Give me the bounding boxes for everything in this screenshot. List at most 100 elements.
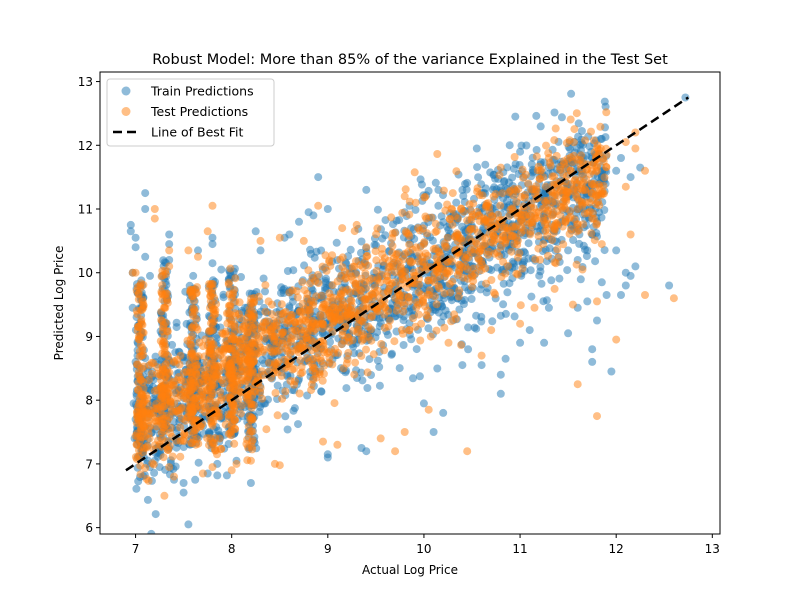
scatter-point (227, 466, 236, 475)
scatter-point (559, 240, 568, 249)
scatter-point (290, 377, 299, 386)
scatter-point (417, 291, 426, 299)
scatter-point (326, 261, 335, 270)
scatter-point (172, 443, 181, 452)
scatter-point (410, 168, 419, 177)
scatter-point (521, 211, 530, 220)
scatter-point (309, 327, 318, 336)
scatter-point (372, 230, 381, 239)
scatter-point (156, 406, 165, 415)
scatter-point (599, 181, 608, 190)
scatter-point (573, 220, 582, 229)
y-tick-label: 7 (85, 457, 93, 471)
scatter-point (384, 268, 393, 277)
scatter-point (596, 122, 605, 131)
scatter-point (126, 220, 135, 229)
scatter-point (288, 310, 297, 319)
scatter-point (224, 344, 232, 353)
scatter-point (375, 381, 384, 390)
scatter-point (517, 223, 526, 232)
scatter-point (519, 173, 528, 182)
scatter-point (526, 266, 535, 275)
scatter-point (477, 266, 486, 275)
scatter-point (160, 491, 169, 500)
scatter-point (574, 119, 583, 128)
scatter-point (577, 127, 586, 135)
scatter-point (132, 440, 141, 449)
scatter-point (346, 245, 355, 254)
scatter-point (579, 178, 588, 187)
scatter-point (432, 326, 441, 335)
scatter-point (373, 205, 382, 214)
scatter-point (381, 303, 390, 312)
scatter-point (217, 393, 226, 402)
scatter-point (259, 274, 268, 283)
scatter-point (433, 364, 442, 373)
scatter-point (189, 271, 198, 280)
scatter-point (273, 381, 282, 390)
scatter-point (205, 346, 214, 355)
scatter-point (518, 264, 527, 273)
scatter-point (320, 348, 329, 357)
scatter-point (537, 279, 546, 288)
scatter-point (314, 173, 323, 182)
scatter-point (268, 300, 276, 309)
scatter-point (231, 274, 240, 283)
scatter-point (496, 201, 505, 210)
x-tick-label: 9 (324, 542, 332, 556)
scatter-point (273, 411, 282, 420)
scatter-point (458, 361, 467, 370)
scatter-point (158, 434, 167, 443)
scatter-point (147, 369, 156, 378)
scatter-point (411, 322, 420, 331)
scatter-point (391, 447, 400, 456)
scatter-point (256, 388, 265, 397)
scatter-point (298, 278, 307, 286)
scatter-point (429, 245, 438, 254)
scatter-point (318, 376, 327, 385)
scatter-point (380, 346, 389, 355)
scatter-point (499, 257, 508, 266)
scatter-point (517, 141, 526, 150)
scatter-point (168, 452, 177, 461)
scatter-point (350, 262, 359, 271)
scatter-point (536, 262, 545, 271)
scatter-point (621, 281, 630, 290)
scatter-point (357, 444, 366, 452)
scatter-point (455, 305, 464, 314)
scatter-point (247, 339, 256, 348)
scatter-point (631, 144, 640, 153)
scatter-point (665, 281, 674, 290)
scatter-point (500, 224, 509, 233)
scatter-point (219, 330, 228, 338)
scatter-point (307, 380, 316, 389)
scatter-point (293, 293, 302, 302)
scatter-point (209, 414, 218, 422)
scatter-point (333, 440, 342, 449)
scatter-point (553, 220, 562, 229)
scatter-point (194, 458, 203, 467)
scatter-point (285, 230, 294, 239)
scatter-point (358, 376, 367, 385)
scatter-point (369, 350, 378, 359)
scatter-point (503, 288, 512, 297)
scatter-point (414, 266, 423, 275)
scatter-point (602, 163, 611, 172)
scatter-point (303, 289, 312, 298)
scatter-point (210, 353, 219, 362)
scatter-point (431, 219, 440, 228)
scatter-point (267, 310, 276, 319)
legend-label: Line of Best Fit (151, 125, 243, 140)
scatter-point (377, 340, 386, 348)
scatter-point (433, 150, 442, 158)
scatter-point (553, 245, 562, 254)
scatter-point (217, 265, 226, 274)
scatter-point (165, 230, 174, 239)
scatter-point (194, 252, 202, 261)
scatter-point (389, 262, 398, 271)
scatter-point (388, 241, 397, 250)
scatter-point (562, 195, 571, 204)
scatter-point (602, 291, 611, 299)
scatter-point (380, 323, 389, 332)
scatter-point (507, 232, 516, 241)
